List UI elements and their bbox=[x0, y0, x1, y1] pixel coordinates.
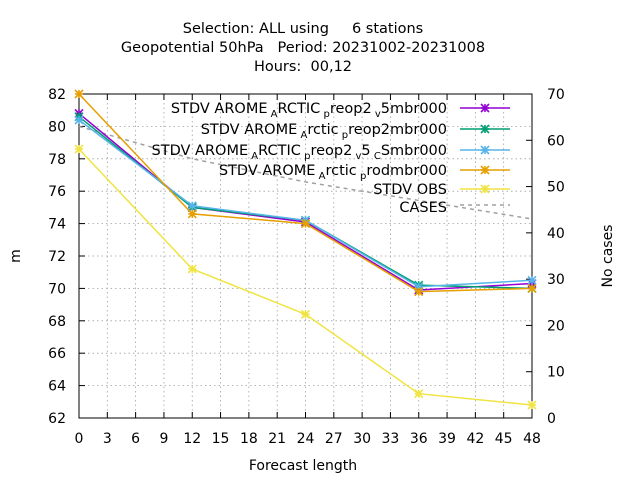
y-tick-label: 62 bbox=[48, 411, 66, 427]
chart-title-line: Hours: 00,12 bbox=[254, 59, 352, 75]
cases-line bbox=[78, 125, 533, 220]
y-tick-label: 80 bbox=[48, 119, 66, 135]
x-tick-label: 36 bbox=[410, 431, 428, 447]
legend-label: STDV AROME Arctic preop2mbr000 bbox=[201, 122, 447, 141]
series bbox=[74, 89, 537, 410]
y-axis-label: m bbox=[8, 249, 24, 263]
data-point bbox=[74, 115, 84, 125]
data-point bbox=[300, 219, 311, 229]
x-tick-label: 30 bbox=[353, 431, 371, 447]
legend-label: STDV AROME ARCTIC preop2 v5 CSmbr000 bbox=[152, 143, 447, 162]
y-tick-label: 66 bbox=[48, 346, 66, 362]
y2-tick-label: 50 bbox=[547, 180, 565, 196]
data-point bbox=[480, 145, 490, 155]
x-axis-label: Forecast length bbox=[249, 458, 357, 474]
data-point bbox=[480, 103, 490, 113]
data-point bbox=[187, 264, 197, 274]
grid bbox=[79, 94, 532, 418]
y-tick-label: 74 bbox=[48, 217, 66, 233]
y-tick-label: 76 bbox=[48, 184, 66, 200]
x-tick-label: 3 bbox=[103, 431, 112, 447]
data-point bbox=[74, 144, 84, 154]
axes: 0 3 6 9 12 15 18 21 24 27 30 33 36 39 42 45 486264666870… bbox=[48, 87, 565, 447]
data-point bbox=[414, 287, 424, 297]
y-tick-label: 64 bbox=[48, 379, 66, 395]
y2-axis-label: No cases bbox=[600, 225, 616, 288]
data-point bbox=[414, 389, 424, 399]
data-point bbox=[187, 209, 197, 219]
chart-title-line: Geopotential 50hPa Period: 20231002-2023… bbox=[121, 40, 485, 56]
data-point bbox=[527, 283, 537, 293]
y-tick-label: 68 bbox=[48, 314, 66, 330]
x-tick-label: 48 bbox=[523, 431, 541, 447]
data-point bbox=[480, 184, 490, 194]
series-line bbox=[78, 148, 533, 406]
legend: STDV AROME ARCTIC preop2 v5mbr000 STDV AR… bbox=[152, 101, 510, 216]
x-tick-label: 6 bbox=[131, 431, 140, 447]
x-tick-label: 45 bbox=[495, 431, 513, 447]
legend-label: STDV OBS bbox=[373, 182, 447, 198]
data-point bbox=[480, 124, 490, 134]
data-point bbox=[187, 201, 197, 211]
x-tick-label: 27 bbox=[325, 431, 343, 447]
chart-title: Selection: ALL using 6 stations Geopotent… bbox=[121, 21, 485, 75]
y-tick-label: 82 bbox=[48, 87, 66, 103]
y2-tick-label: 0 bbox=[547, 411, 556, 427]
legend-label: STDV AROME Arctic prodmbr000 bbox=[219, 163, 447, 182]
y2-tick-label: 20 bbox=[547, 318, 565, 334]
data-point bbox=[300, 309, 311, 319]
data-point bbox=[527, 275, 537, 285]
x-tick-label: 9 bbox=[159, 431, 168, 447]
y2-tick-label: 40 bbox=[547, 226, 565, 242]
x-tick-label: 24 bbox=[297, 431, 315, 447]
data-point bbox=[74, 89, 84, 99]
legend-label: STDV AROME ARCTIC preop2 v5mbr000 bbox=[171, 101, 447, 120]
y2-tick-label: 70 bbox=[547, 87, 565, 103]
y-tick-label: 72 bbox=[48, 249, 66, 265]
y2-tick-label: 10 bbox=[547, 365, 565, 381]
y-tick-label: 78 bbox=[48, 152, 66, 168]
x-tick-label: 42 bbox=[466, 431, 484, 447]
chart-title-line: Selection: ALL using 6 stations bbox=[183, 21, 424, 37]
x-tick-label: 12 bbox=[183, 431, 201, 447]
y2-tick-label: 60 bbox=[547, 133, 565, 149]
x-tick-label: 15 bbox=[212, 431, 230, 447]
data-point bbox=[480, 165, 490, 175]
data-point bbox=[527, 400, 537, 410]
y-tick-label: 70 bbox=[48, 281, 66, 297]
x-tick-label: 33 bbox=[382, 431, 400, 447]
x-tick-label: 0 bbox=[75, 431, 84, 447]
x-tick-label: 21 bbox=[268, 431, 286, 447]
y2-tick-label: 30 bbox=[547, 272, 565, 288]
x-tick-label: 39 bbox=[438, 431, 456, 447]
legend-label: CASES bbox=[399, 200, 447, 216]
x-tick-label: 18 bbox=[240, 431, 258, 447]
